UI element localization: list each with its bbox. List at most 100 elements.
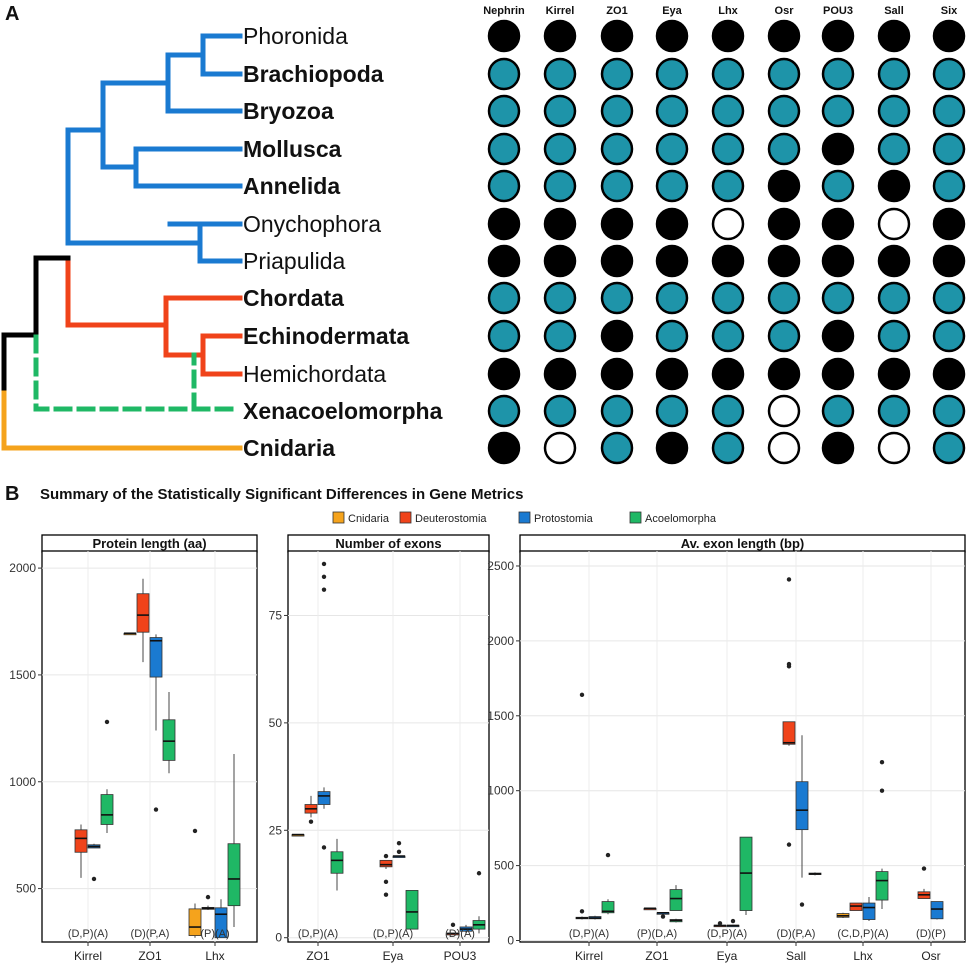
x-tick-label: POU3 <box>444 949 477 963</box>
gene-dot-priapulida-lhx <box>711 244 745 278</box>
gene-dot-mollusca-sall <box>877 132 911 166</box>
taxon-label-annelida: Annelida <box>243 173 340 199</box>
gene-dot-xenacoelomorpha-eya <box>655 394 689 428</box>
box-zo1-acoelomorpha <box>162 692 176 774</box>
box-body <box>875 871 889 901</box>
gene-dot-hemichordata-pou3 <box>821 357 855 391</box>
gene-dot-echinodermata-lhx <box>711 319 745 353</box>
box-sall-protostomia <box>795 735 809 907</box>
gene-dot-annelida-kirrel <box>543 169 577 203</box>
legend-swatch-cnidaria <box>332 511 345 524</box>
gene-dot-hemichordata-sall <box>877 357 911 391</box>
box-zo1-acoelomorpha2 <box>669 885 683 911</box>
gene-dot-xenacoelomorpha-osr <box>767 394 801 428</box>
gene-dot-echinodermata-osr <box>767 319 801 353</box>
box-eya-acoelomorpha <box>739 836 753 916</box>
gene-dot-cnidaria-lhx <box>711 431 745 465</box>
x-tick-label: ZO1 <box>306 949 330 963</box>
gene-dot-annelida-nephrin <box>487 169 521 203</box>
gene-dot-annelida-sall <box>877 169 911 203</box>
gene-dot-phoronida-eya <box>655 19 689 53</box>
y-tick-label: 500 <box>16 882 36 896</box>
outlier-point <box>605 852 611 858</box>
box-lhx-cnidaria <box>188 828 202 938</box>
x-tick-label: ZO1 <box>138 949 162 963</box>
gene-dot-mollusca-six <box>932 132 966 166</box>
taxon-label-chordata: Chordata <box>243 285 344 311</box>
gene-dot-chordata-eya <box>655 281 689 315</box>
gene-dot-chordata-lhx <box>711 281 745 315</box>
outlier-point <box>921 866 927 871</box>
panel-label-a: A <box>5 3 19 25</box>
gene-dot-cnidaria-osr <box>767 431 801 465</box>
box-body <box>379 859 393 868</box>
outlier-point <box>579 909 585 914</box>
outlier-point <box>308 819 314 824</box>
protostomia-clade <box>65 33 243 264</box>
gene-dot-cnidaria-nephrin <box>487 431 521 465</box>
gene-dot-echinodermata-sall <box>877 319 911 353</box>
outlier-point <box>321 587 327 592</box>
gene-dot-cnidaria-kirrel <box>543 431 577 465</box>
gene-dot-priapulida-six <box>932 244 966 278</box>
gene-header-pou3: POU3 <box>823 5 853 17</box>
gene-dot-xenacoelomorpha-sall <box>877 394 911 428</box>
box-eya-protostomia <box>726 918 740 928</box>
gene-dot-phoronida-osr <box>767 19 801 53</box>
outlier-point <box>383 892 389 897</box>
legend-swatch-acoelomorpha <box>629 511 642 524</box>
significance-annotation: (D,P)(A) <box>68 928 108 940</box>
box-body <box>317 791 331 805</box>
taxon-labels: Phoronida Brachiopoda Bryozoa Mollusca Annel… <box>243 23 443 461</box>
significance-annotation: (D,P)(A) <box>707 928 747 940</box>
box-lhx-protostomia <box>862 897 876 922</box>
box-body <box>601 901 615 914</box>
facet-title: Number of exons <box>335 536 441 551</box>
y-tick-label: 1500 <box>9 668 36 682</box>
gene-dot-hemichordata-zo1 <box>600 357 634 391</box>
outlier-point <box>660 914 666 919</box>
gene-dot-priapulida-eya <box>655 244 689 278</box>
box-pou3-deuterostomia <box>446 922 460 936</box>
y-tick-label: 1000 <box>9 775 36 789</box>
gene-dot-brachiopoda-pou3 <box>821 57 855 91</box>
box-body <box>188 908 202 936</box>
gene-dot-priapulida-kirrel <box>543 244 577 278</box>
outlier-point <box>205 894 211 900</box>
gene-dot-cnidaria-pou3 <box>821 431 855 465</box>
outlier-point <box>321 574 327 579</box>
x-tick-label: Kirrel <box>74 949 102 963</box>
y-tick-label: 2000 <box>487 634 514 648</box>
outlier-point <box>396 840 402 846</box>
y-tick-label: 50 <box>269 716 283 730</box>
outlier-point <box>579 692 585 698</box>
box-lhx-cnidaria <box>836 912 850 919</box>
legend: Cnidaria Deuterostomia Protostomia Acoelomo… <box>332 511 717 525</box>
significance-annotation: (P)(D,A) <box>637 928 677 940</box>
gene-dot-mollusca-osr <box>767 132 801 166</box>
gene-dot-phoronida-sall <box>877 19 911 53</box>
outlier-point <box>717 921 723 926</box>
gene-dot-bryozoa-kirrel <box>543 94 577 128</box>
gene-dot-annelida-osr <box>767 169 801 203</box>
gene-dot-phoronida-nephrin <box>487 19 521 53</box>
gene-dot-hemichordata-six <box>932 357 966 391</box>
tree-backbone <box>1 255 71 396</box>
gene-headers: Nephrin Kirrel ZO1 Eya Lhx Osr POU3 Sall Six <box>483 5 958 17</box>
taxon-label-brachiopoda: Brachiopoda <box>243 61 384 87</box>
taxon-label-mollusca: Mollusca <box>243 136 342 162</box>
gene-dot-brachiopoda-six <box>932 57 966 91</box>
gene-dot-priapulida-osr <box>767 244 801 278</box>
legend-swatch-protostomia <box>518 511 531 524</box>
box-lhx-deuterostomia <box>201 894 215 910</box>
gene-dot-onychophora-kirrel <box>543 207 577 241</box>
gene-dot-mollusca-kirrel <box>543 132 577 166</box>
gene-dot-chordata-sall <box>877 281 911 315</box>
box-lhx-acoelomorpha <box>227 753 241 928</box>
gene-dot-brachiopoda-sall <box>877 57 911 91</box>
gene-dot-echinodermata-eya <box>655 319 689 353</box>
gene-dot-brachiopoda-kirrel <box>543 57 577 91</box>
outlier-point <box>192 828 198 834</box>
y-tick-label: 25 <box>269 823 283 837</box>
box-kirrel-acoelomorpha <box>601 852 615 915</box>
